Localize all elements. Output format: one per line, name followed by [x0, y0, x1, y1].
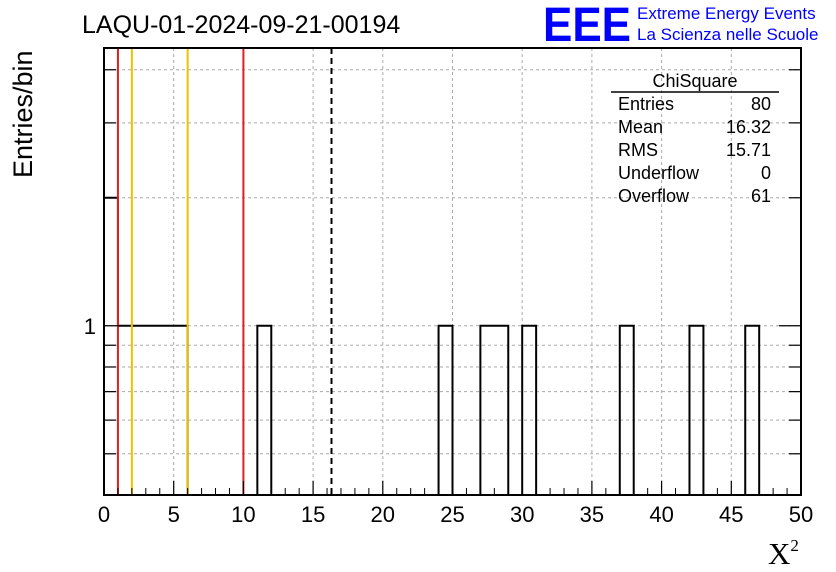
logo-line-1: Extreme Energy Events — [637, 4, 816, 23]
plot-frame — [103, 47, 802, 496]
logo-letters: EEE — [543, 0, 631, 52]
histogram-bin — [494, 326, 508, 495]
stats-row-value: 0 — [761, 163, 771, 183]
histogram-bin — [689, 326, 703, 495]
histogram-bin — [146, 326, 160, 495]
y-tick-label: 1 — [84, 314, 96, 339]
x-tick-label: 0 — [98, 502, 110, 527]
histogram-bin — [439, 326, 453, 495]
histogram-bin — [104, 198, 118, 495]
x-tick-label: 10 — [231, 502, 255, 527]
stats-row-label: Underflow — [618, 163, 700, 183]
stats-row-value: 61 — [751, 186, 771, 206]
y-axis-label: Entries/bin — [8, 50, 38, 178]
stats-row-value: 16.32 — [726, 117, 771, 137]
x-axis-label-main: X — [768, 536, 790, 571]
stats-row-value: 80 — [751, 94, 771, 114]
x-tick-label: 20 — [371, 502, 395, 527]
statistics-box: ChiSquare Entries 80 Mean 16.32 RMS 15.71 Unde… — [611, 71, 779, 206]
stats-row-label: Overflow — [618, 186, 690, 206]
histogram-bin — [522, 326, 536, 495]
axis-ticks — [103, 69, 802, 495]
stats-rows: Entries 80 Mean 16.32 RMS 15.71 Underflow 0 Over… — [618, 94, 771, 206]
marker-lines — [116, 48, 333, 495]
eee-logo: EEE Extreme Energy Events La Scienza nel… — [543, 0, 818, 52]
x-tick-label: 5 — [168, 502, 180, 527]
logo-line-2: La Scienza nelle Scuole — [637, 25, 818, 44]
stats-row-label: Entries — [618, 94, 674, 114]
histogram-bin — [257, 326, 271, 495]
histogram-bin — [480, 326, 494, 495]
x-tick-label: 15 — [301, 502, 325, 527]
stats-title: ChiSquare — [652, 71, 737, 91]
stats-row-label: Mean — [618, 117, 663, 137]
x-axis-label: X2 — [768, 536, 799, 571]
tick-labels: 0 5 10 15 20 25 30 35 40 45 50 1 — [84, 314, 813, 527]
x-tick-label: 30 — [510, 502, 534, 527]
stats-row-value: 15.71 — [726, 140, 771, 160]
histogram-bin — [745, 326, 759, 495]
histogram-bin — [160, 326, 174, 495]
histogram-bin — [174, 326, 188, 495]
stats-row-label: RMS — [618, 140, 658, 160]
x-tick-label: 50 — [789, 502, 813, 527]
x-tick-label: 45 — [719, 502, 743, 527]
x-tick-label: 35 — [580, 502, 604, 527]
x-axis-label-superscript: 2 — [790, 536, 799, 555]
histogram-bin — [118, 326, 132, 495]
histogram-bin — [132, 326, 146, 495]
x-tick-label: 25 — [440, 502, 464, 527]
x-tick-label: 40 — [649, 502, 673, 527]
histogram-bin — [620, 326, 634, 495]
chart-title: LAQU-01-2024-09-21-00194 — [82, 11, 400, 39]
